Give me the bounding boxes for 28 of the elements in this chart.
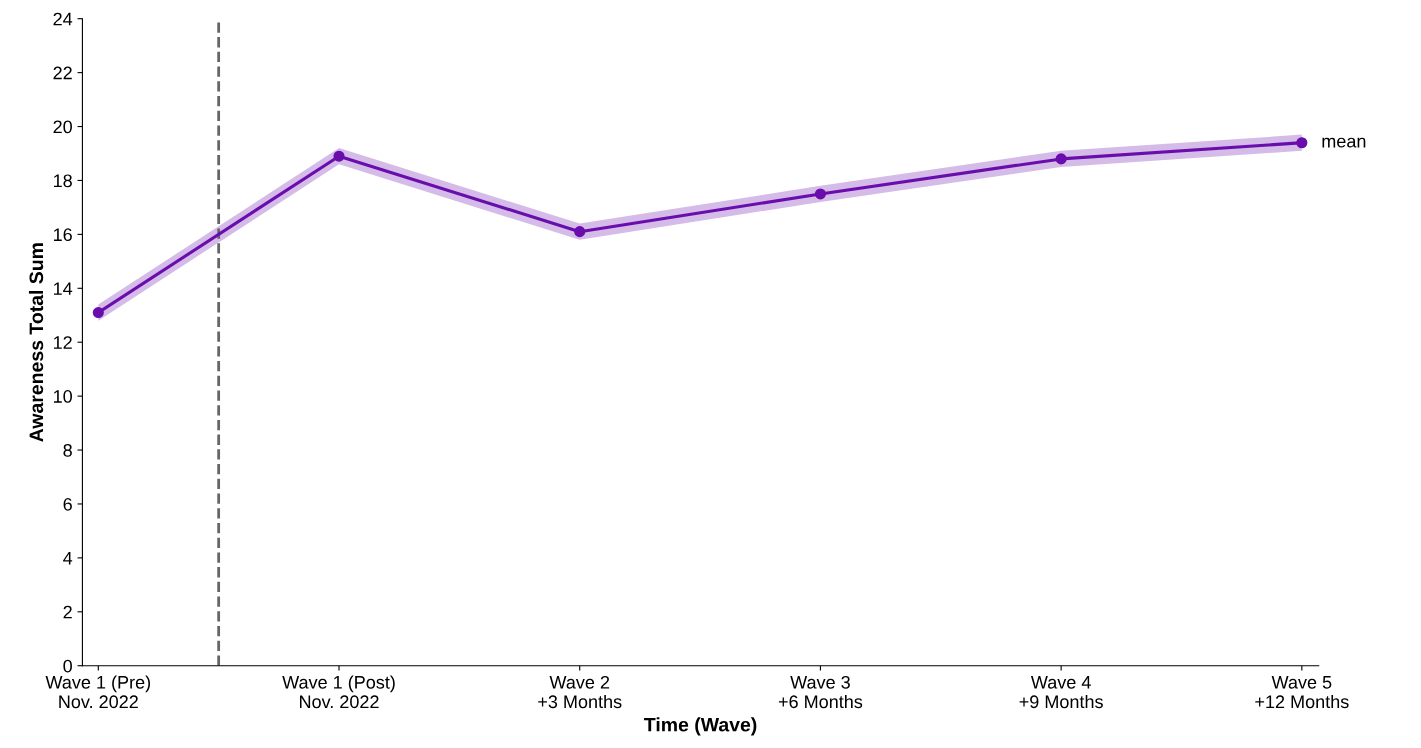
- x-tick-label: Wave 4 +9 Months: [1019, 676, 1103, 709]
- y-tick-label: 24: [53, 12, 73, 26]
- x-tick-label: Wave 1 (Post) Nov. 2022: [282, 675, 395, 709]
- y-tick-label: 18: [53, 174, 72, 188]
- y-tick-label: 16: [53, 228, 72, 242]
- y-tick-label: 12: [53, 336, 72, 349]
- y-tick-label: 22: [53, 66, 72, 80]
- y-tick-label: 4: [63, 552, 73, 565]
- y-axis-title: Awareness Total Sum: [28, 243, 44, 442]
- y-tick-label: 2: [63, 605, 72, 619]
- y-tick-label: 8: [63, 443, 72, 457]
- x-tick-label: Wave 5 +12 Months: [1255, 676, 1349, 709]
- y-tick-label: 10: [53, 390, 72, 403]
- x-tick-label: Wave 1 (Pre) Nov. 2022: [45, 675, 151, 709]
- y-tick-label: 6: [63, 497, 72, 511]
- series-label: mean: [1322, 137, 1366, 148]
- y-tick-label: 14: [53, 282, 73, 295]
- x-tick-label: Wave 3 +6 Months: [778, 675, 863, 709]
- point: [1055, 153, 1067, 165]
- point: [574, 226, 586, 238]
- x-axis-title: Time (Wave): [644, 717, 757, 736]
- y-tick-label: 20: [53, 120, 72, 134]
- y-tick-label: 0: [63, 659, 72, 673]
- point: [92, 306, 104, 319]
- point: [333, 150, 345, 162]
- point: [1296, 137, 1308, 149]
- x-tick-label: Wave 2 +3 Months: [538, 675, 622, 709]
- point: [814, 188, 826, 200]
